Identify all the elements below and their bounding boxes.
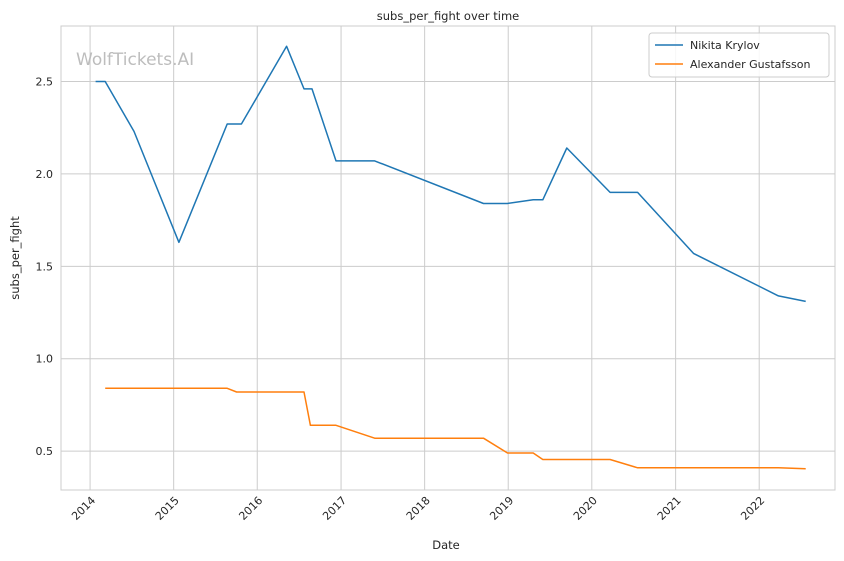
y-tick-label: 2.0 bbox=[36, 168, 54, 181]
y-axis-ticks: 0.5 1.0 1.5 2.0 2.5 bbox=[36, 75, 54, 458]
chart-title: subs_per_fight over time bbox=[377, 9, 519, 23]
series-line-alexander-gustafsson bbox=[105, 387, 806, 470]
y-tick-label: 1.0 bbox=[36, 353, 54, 366]
watermark: WolfTickets.AI bbox=[76, 50, 194, 70]
legend-label-alexander-gustafsson: Alexander Gustafsson bbox=[690, 58, 810, 71]
legend: Nikita Krylov Alexander Gustafsson bbox=[648, 32, 830, 78]
series-line-nikita-krylov bbox=[95, 45, 806, 303]
gridlines bbox=[61, 26, 835, 490]
y-tick-label: 2.5 bbox=[36, 75, 54, 88]
x-axis-title: Date bbox=[432, 538, 460, 552]
legend-box bbox=[648, 32, 830, 78]
y-tick-label: 0.5 bbox=[36, 445, 54, 458]
y-tick-label: 1.5 bbox=[36, 260, 54, 273]
plot-area-frame bbox=[60, 25, 836, 491]
series-layer bbox=[95, 45, 806, 470]
legend-label-nikita-krylov: Nikita Krylov bbox=[690, 39, 760, 52]
y-axis-title: subs_per_fight bbox=[8, 216, 22, 300]
